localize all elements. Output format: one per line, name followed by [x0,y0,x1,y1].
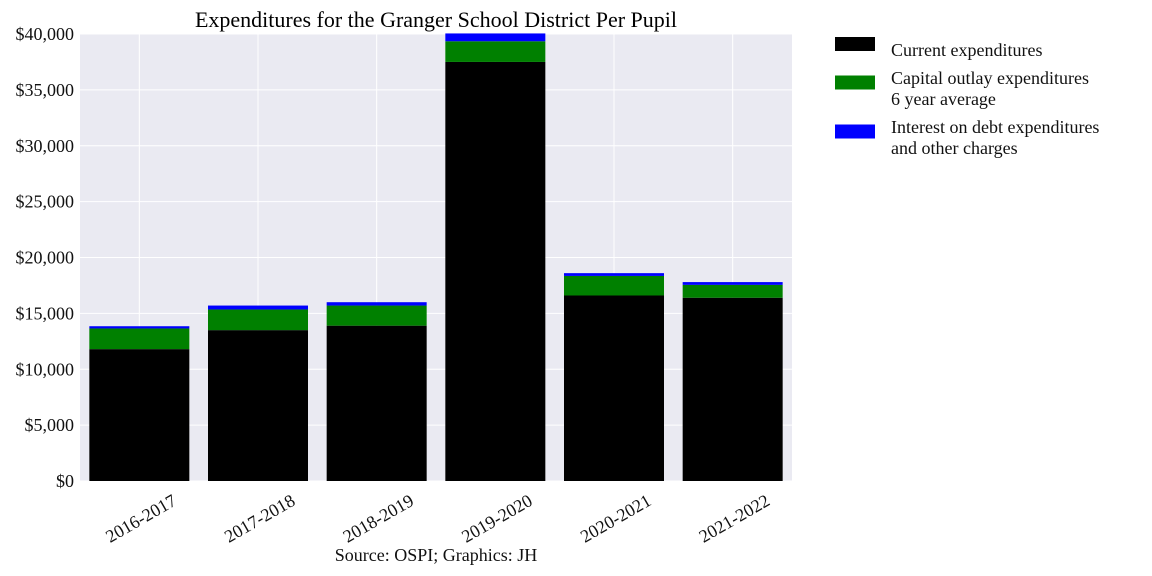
bar-segment-series-2-2021-2022 [682,282,783,285]
chart-title: Expenditures for the Granger School Dist… [195,7,677,32]
y-tick-label: $5,000 [25,415,75,435]
legend: Current expenditures Capital outlay expen… [835,37,1099,158]
legend-label-series-2: Interest on debt expenditures and other c… [891,117,1099,158]
y-tick-label: $40,000 [16,24,75,44]
x-tick-label: 2016-2017 [102,490,180,546]
bar-segment-series-1-2019-2020 [445,41,546,62]
legend-swatch-series-0 [835,37,875,51]
bar-segment-series-1-2021-2022 [682,284,783,298]
bar-segment-series-1-2017-2018 [208,309,308,331]
bar-segment-series-1-2016-2017 [89,328,190,350]
bar-segment-series-0-2021-2022 [682,297,783,481]
bars [89,33,783,481]
x-tick-label: 2018-2019 [340,490,418,546]
y-tick-label: $20,000 [16,248,75,268]
y-tick-label: $0 [56,471,74,491]
bar-segment-series-0-2020-2021 [564,295,664,481]
x-tick-label: 2017-2018 [221,490,299,546]
legend-label-series-1: Capital outlay expenditures 6 year averag… [891,68,1089,109]
bar-segment-series-2-2020-2021 [564,273,664,276]
bar-segment-series-0-2016-2017 [89,349,190,481]
bar-segment-series-2-2017-2018 [208,305,308,310]
y-tick-label: $10,000 [16,359,75,379]
bar-segment-series-2-2016-2017 [89,326,190,329]
y-tick-label: $25,000 [16,192,75,212]
x-axis-ticks: 2016-2017 2017-2018 2018-2019 2019-2020 2020… [102,490,773,546]
y-axis-ticks: $0 $5,000 $10,000 $15,000 $20,000 $25,000 $30,… [16,24,75,491]
x-axis-label: Source: OSPI; Graphics: JH [335,545,537,565]
x-tick-label: 2019-2020 [458,490,536,546]
bar-segment-series-1-2018-2019 [326,305,427,326]
bar-segment-series-2-2018-2019 [326,302,427,306]
bar-segment-series-1-2020-2021 [564,275,664,296]
y-tick-label: $15,000 [16,303,75,323]
y-tick-label: $35,000 [16,80,75,100]
x-tick-label: 2021-2022 [696,490,774,546]
bar-segment-series-0-2018-2019 [326,325,427,481]
legend-swatch-series-2 [835,124,875,139]
bar-segment-series-0-2019-2020 [445,61,546,481]
y-tick-label: $30,000 [16,136,75,156]
legend-swatch-series-1 [835,75,875,90]
x-tick-label: 2020-2021 [577,490,655,546]
bar-segment-series-0-2017-2018 [208,330,308,481]
bar-segment-series-2-2019-2020 [445,33,546,42]
legend-label-series-0: Current expenditures [891,40,1042,60]
